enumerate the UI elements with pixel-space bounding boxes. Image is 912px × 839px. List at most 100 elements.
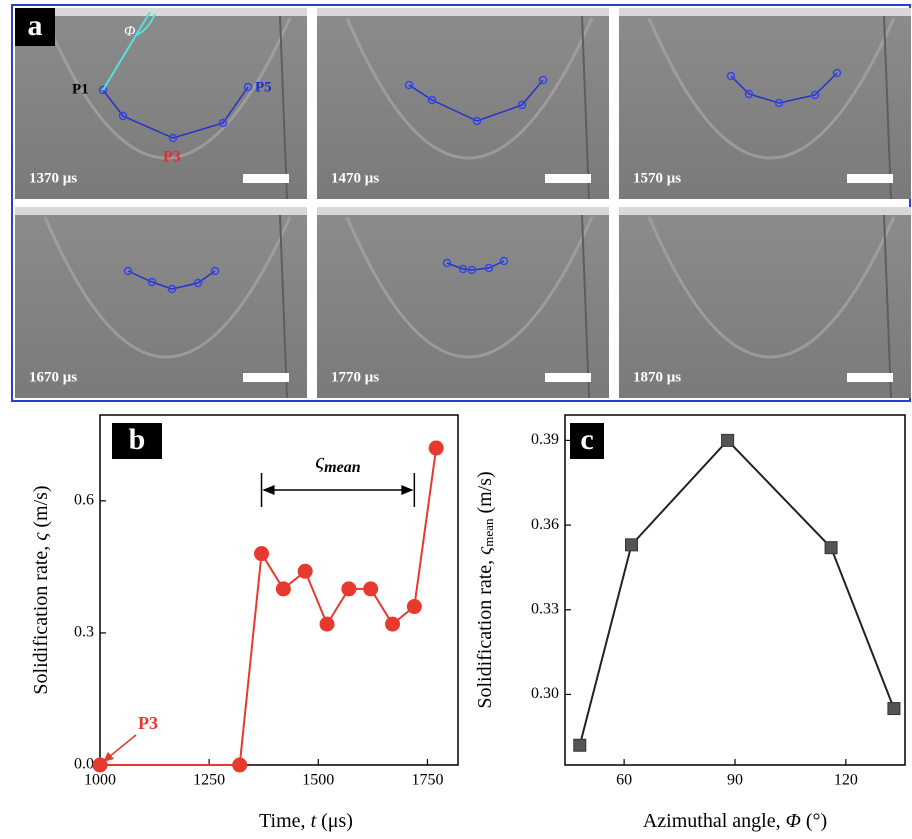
melt-pool xyxy=(647,17,896,160)
angle-arc xyxy=(134,13,156,37)
interface-point xyxy=(210,266,220,276)
x-tick-label: 1000 xyxy=(84,772,116,789)
point-label: P5 xyxy=(255,79,272,95)
angle-symbol: Φ xyxy=(124,23,136,39)
melt-pool xyxy=(43,17,292,160)
time-label: 1670 μs xyxy=(29,369,77,385)
interface-point xyxy=(427,95,437,105)
time-label: 1370 μs xyxy=(29,170,77,186)
scale-bar xyxy=(545,174,591,183)
x-tick-label: 90 xyxy=(727,772,743,789)
image-top xyxy=(317,207,609,215)
interface-point xyxy=(517,100,527,110)
interface-point xyxy=(98,85,108,95)
crack xyxy=(581,15,590,200)
interface-point xyxy=(484,263,494,273)
interface-line xyxy=(446,260,505,271)
interface-point xyxy=(810,90,820,100)
image-frame: 1570 μs xyxy=(619,8,911,200)
marker xyxy=(625,538,639,552)
interface-point xyxy=(123,266,133,276)
image-top xyxy=(619,207,911,215)
marker xyxy=(363,581,379,597)
x-tick-label: 1750 xyxy=(411,772,443,789)
scale-bar xyxy=(545,373,591,382)
interface-point xyxy=(243,82,253,92)
image-frame: 1370 μs xyxy=(15,8,307,200)
y-tick-label: 0.3 xyxy=(74,624,94,641)
x-axis-label: Azimuthal angle, Φ (°) xyxy=(643,810,827,832)
scale-bar xyxy=(847,174,893,183)
interface-line xyxy=(408,79,544,122)
image-top xyxy=(619,8,911,16)
image-frame: 1670 μs xyxy=(15,207,307,399)
panel-label-box xyxy=(15,8,55,46)
series-line xyxy=(578,438,895,746)
arrow-head xyxy=(262,485,275,495)
chart: 1000 1250 1500 1750 0.0 0.3 0.6 b P3 ςmean xyxy=(74,414,459,789)
y-axis-label: Solidification rate, ςmean (m/s) xyxy=(474,471,496,708)
interface-point xyxy=(404,80,414,90)
interface-point xyxy=(218,118,228,128)
scale-bar xyxy=(847,373,893,382)
image-bg xyxy=(15,8,307,199)
image-frame: 1770 μs xyxy=(317,207,609,399)
marker xyxy=(341,581,357,597)
x-tick-label: 1500 xyxy=(302,772,334,789)
interface-point xyxy=(147,277,157,287)
image-bg xyxy=(317,207,609,398)
y-tick-label: 0.30 xyxy=(531,685,559,702)
panel-a: 1370 μs 1470 μs 1570 μs 1670 μs 1770 μs 1870 … xyxy=(15,8,911,399)
panel-label-box xyxy=(570,423,604,459)
marker xyxy=(254,546,270,562)
melt-pool xyxy=(43,216,292,359)
melt-pool xyxy=(345,17,594,160)
y-axis-label: Solidification rate, ς (m/s) xyxy=(30,485,52,694)
y-tick-label: 0.33 xyxy=(531,600,559,617)
interface-point xyxy=(167,284,177,294)
y-tick-label: 0.6 xyxy=(74,492,94,509)
marker xyxy=(887,702,901,716)
interface-point xyxy=(472,116,482,126)
marker xyxy=(297,563,313,579)
span-subscript: mean xyxy=(324,459,361,476)
marker xyxy=(428,440,444,456)
interface-point xyxy=(499,256,509,266)
interface-point xyxy=(774,98,784,108)
panel-label-box xyxy=(112,423,162,459)
image-bg xyxy=(317,8,609,199)
interface-point xyxy=(538,75,548,85)
scale-bar xyxy=(243,373,289,382)
interface-point xyxy=(442,258,452,268)
interface-point xyxy=(832,68,842,78)
melt-pool xyxy=(647,216,896,359)
arrow-head xyxy=(401,485,414,495)
marker xyxy=(232,757,248,773)
y-tick-label: 0.36 xyxy=(531,516,559,533)
span-symbol: ς xyxy=(315,448,325,473)
y-tick-label: 0.39 xyxy=(531,431,559,448)
panel-label: c xyxy=(580,423,593,456)
scale-bar xyxy=(243,174,289,183)
span-label: ςmean xyxy=(315,448,360,476)
crack xyxy=(883,214,892,399)
image-top xyxy=(317,8,609,16)
time-label: 1870 μs xyxy=(633,369,681,385)
melt-pool xyxy=(345,216,594,359)
panel-label: b xyxy=(129,423,146,456)
marker xyxy=(573,738,587,752)
image-bg xyxy=(619,207,911,398)
angle-line xyxy=(102,11,151,91)
crack xyxy=(581,214,590,399)
crack xyxy=(279,214,288,399)
annotation: P3 xyxy=(138,713,158,733)
time-label: 1470 μs xyxy=(331,170,379,186)
arrow-head xyxy=(103,752,114,762)
image-frame: 1470 μs xyxy=(317,8,609,200)
marker xyxy=(319,616,335,632)
image-top xyxy=(15,207,307,215)
interface-point xyxy=(168,133,178,143)
point-label: P3 xyxy=(163,149,181,166)
interface-point xyxy=(467,265,477,275)
